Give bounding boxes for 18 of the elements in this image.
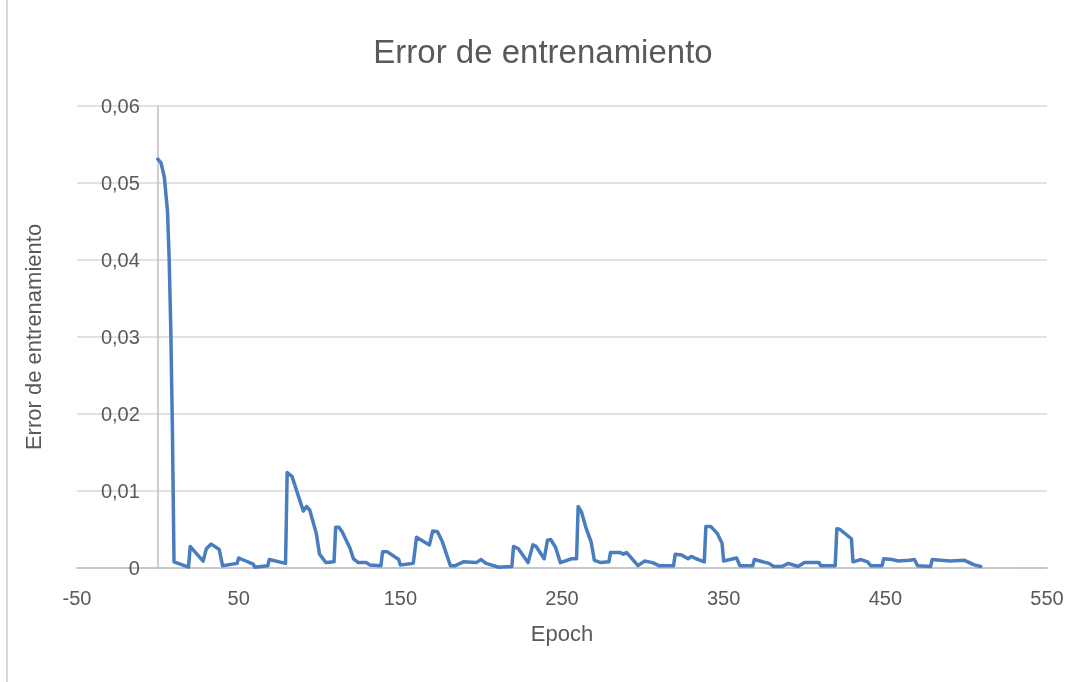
x-tick-label: 150 [383, 587, 418, 609]
y-tick-label: 0 [128, 557, 140, 579]
x-tick-label: 350 [706, 587, 741, 609]
y-tick-label: 0,04 [100, 249, 140, 271]
x-tick-label: 450 [868, 587, 903, 609]
y-axis-title: Error de entrenamiento [21, 223, 47, 451]
x-tick-label: 550 [1030, 587, 1064, 609]
y-tick-label: 0,05 [100, 172, 140, 194]
y-tick-label: 0,02 [100, 403, 140, 425]
line-series [156, 157, 983, 569]
y-tick-label: 0,01 [100, 480, 140, 502]
x-tick-label: 50 [227, 587, 250, 609]
y-tick-label: 0,06 [100, 95, 140, 117]
chart-title: Error de entrenamiento [373, 33, 713, 70]
x-tick-label: 250 [545, 587, 579, 609]
x-axis-title: Epoch [530, 620, 594, 646]
y-tick-label: 0,03 [100, 326, 140, 348]
x-tick-label: -50 [62, 587, 92, 609]
